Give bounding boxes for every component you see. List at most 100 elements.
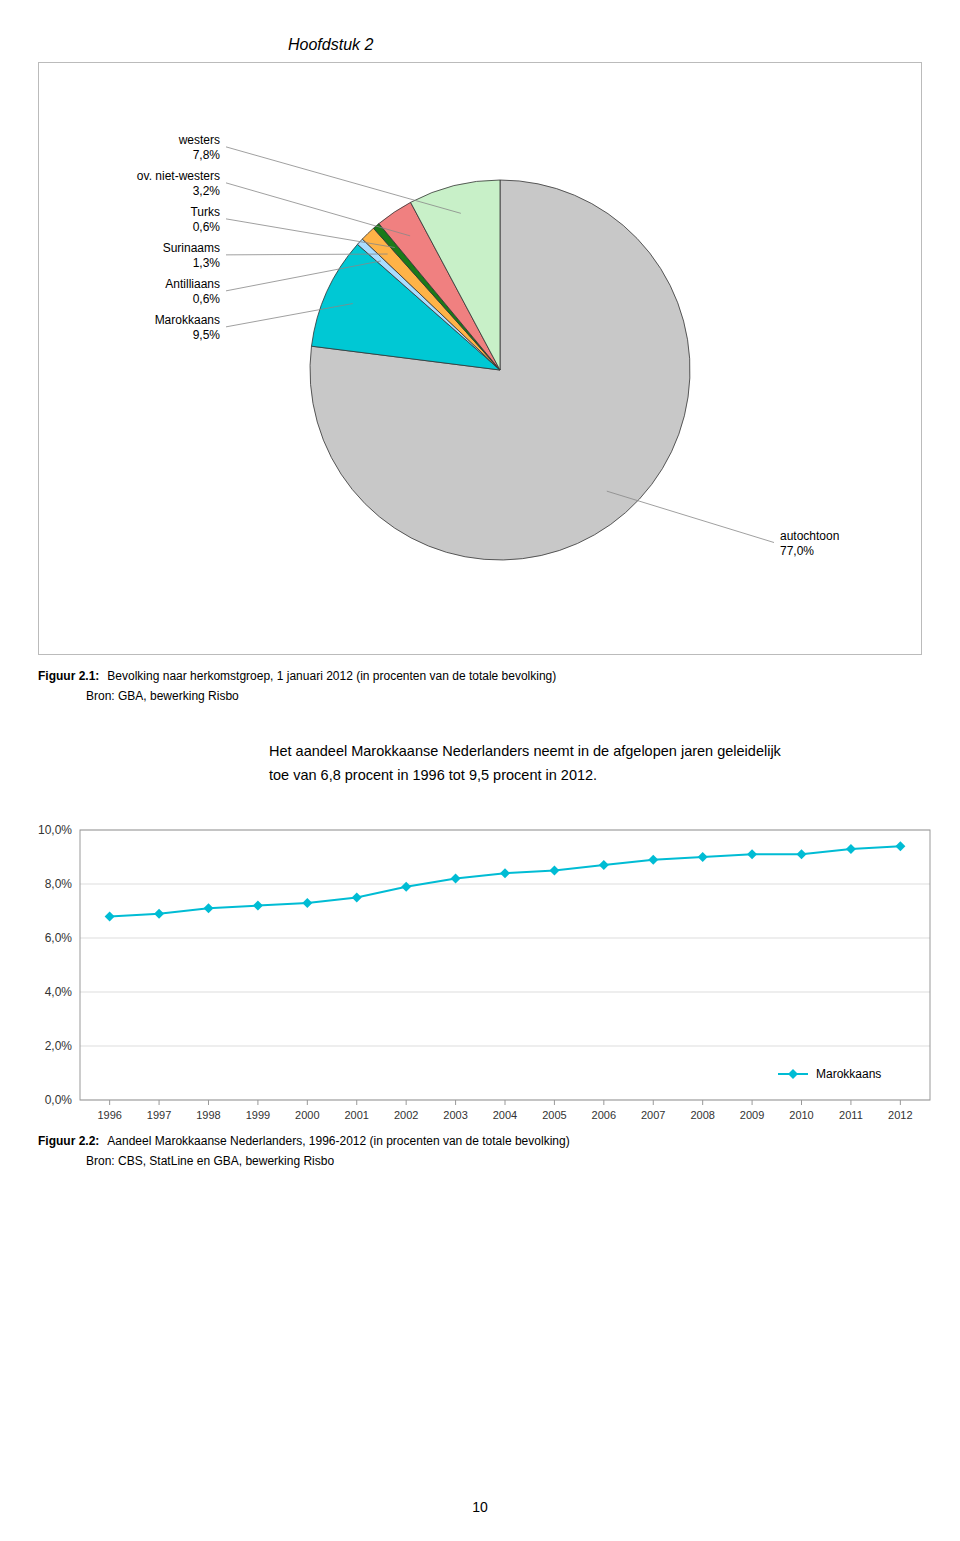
slice-label: Turks: [190, 205, 220, 219]
slice-label: westers: [178, 133, 220, 147]
point: [154, 909, 164, 919]
point: [747, 849, 757, 859]
pie-frame: [39, 63, 922, 655]
slice-value: 0,6%: [193, 220, 221, 234]
slice-label: Marokkaans: [155, 313, 220, 327]
x-tick-label: 1998: [196, 1109, 220, 1121]
line: [110, 846, 901, 916]
point: [500, 868, 510, 878]
x-tick: [801, 1100, 802, 1105]
x-tick-label: 2009: [740, 1109, 764, 1121]
x-tick-label: 1997: [147, 1109, 171, 1121]
x-tick-label: 2010: [789, 1109, 813, 1121]
paragraph-line: Het aandeel Marokkaanse Nederlanders nee…: [269, 743, 782, 759]
caption-subtitle: Bevolking naar herkomstgroep, 1 januari …: [107, 669, 556, 683]
point: [401, 882, 411, 892]
x-tick-label: 2012: [888, 1109, 912, 1121]
slice-label: ov. niet-westers: [137, 169, 220, 183]
pie-slice: [411, 180, 500, 370]
leader-line: [226, 304, 353, 327]
leader-line: [607, 491, 774, 542]
x-tick: [159, 1100, 160, 1105]
header: Hoofdstuk 2: [288, 36, 373, 53]
x-tick-label: 2008: [690, 1109, 714, 1121]
x-tick: [702, 1100, 703, 1105]
x-tick: [752, 1100, 753, 1105]
y-tick-label: 4,0%: [45, 985, 73, 999]
legend: Marokkaans: [778, 1067, 881, 1081]
slice-label: autochtoon: [780, 529, 839, 543]
source: Bron: GBA, bewerking Risbo: [86, 689, 239, 703]
x-tick-label: 2004: [493, 1109, 517, 1121]
x-tick: [455, 1100, 456, 1105]
grid-line: [80, 1046, 930, 1047]
slice-value: 9,5%: [193, 328, 221, 342]
leader-line: [226, 147, 461, 213]
x-tick: [257, 1100, 258, 1105]
point: [451, 874, 461, 884]
point: [203, 903, 213, 913]
point: [352, 893, 362, 903]
leader-line: [226, 219, 395, 248]
y-tick-label: 2,0%: [45, 1039, 73, 1053]
x-tick: [653, 1100, 654, 1105]
caption: Figuur 2.2: Aandeel Marokkaanse Nederland…: [38, 1134, 570, 1148]
slice-value: 0,6%: [193, 292, 221, 306]
point: [253, 901, 263, 911]
point: [895, 841, 905, 851]
x-tick: [505, 1100, 506, 1105]
point: [698, 852, 708, 862]
x-tick: [850, 1100, 851, 1105]
x-tick-label: 2000: [295, 1109, 319, 1121]
x-tick-label: 2005: [542, 1109, 566, 1121]
y-tick-label: 6,0%: [45, 931, 73, 945]
slice-label: Antilliaans: [165, 277, 220, 291]
x-tick-label: 2002: [394, 1109, 418, 1121]
point: [797, 849, 807, 859]
x-tick-label: 1999: [246, 1109, 270, 1121]
grid-line: [80, 884, 930, 885]
x-tick: [109, 1100, 110, 1105]
point: [549, 866, 559, 876]
point: [105, 911, 115, 921]
x-tick-label: 2007: [641, 1109, 665, 1121]
legend-marker: [788, 1069, 798, 1079]
caption: Figuur 2.1: Bevolking naar herkomstgroep,…: [38, 669, 556, 683]
point: [846, 844, 856, 854]
point: [648, 855, 658, 865]
point: [302, 898, 312, 908]
x-tick-label: 2001: [345, 1109, 369, 1121]
plot-frame: [80, 830, 930, 1100]
x-tick: [406, 1100, 407, 1105]
x-tick: [900, 1100, 901, 1105]
x-tick-label: 2006: [592, 1109, 616, 1121]
page: Hoofdstuk 2westers7,8%ov. niet-westers3,…: [0, 0, 960, 1541]
x-tick: [554, 1100, 555, 1105]
y-tick-label: 10,0%: [38, 823, 72, 837]
caption-title: Figuur 2.1:: [38, 669, 99, 683]
grid-line: [80, 938, 930, 939]
y-tick-label: 8,0%: [45, 877, 73, 891]
source: Bron: CBS, StatLine en GBA, bewerking Ri…: [86, 1154, 334, 1168]
page-number: 10: [472, 1499, 488, 1515]
paragraph-line: toe van 6,8 procent in 1996 tot 9,5 proc…: [269, 767, 597, 783]
caption-subtitle: Aandeel Marokkaanse Nederlanders, 1996-2…: [107, 1134, 569, 1148]
grid-line: [80, 992, 930, 993]
pie-chart: westers7,8%ov. niet-westers3,2%Turks0,6%…: [39, 63, 922, 655]
plot-data: [105, 841, 906, 921]
x-tick-label: 2011: [839, 1109, 863, 1121]
leader-line: [226, 261, 381, 291]
x-tick: [208, 1100, 209, 1105]
slice-label: Surinaams: [163, 241, 220, 255]
slice-value: 7,8%: [193, 148, 221, 162]
point: [599, 860, 609, 870]
x-tick: [356, 1100, 357, 1105]
caption-title: Figuur 2.2:: [38, 1134, 99, 1148]
pie-slice: [310, 180, 690, 560]
y-tick-label: 0,0%: [45, 1093, 73, 1107]
x-tick: [307, 1100, 308, 1105]
x-tick: [603, 1100, 604, 1105]
slice-value: 1,3%: [193, 256, 221, 270]
slice-value: 77,0%: [780, 544, 814, 558]
leader-line: [226, 254, 388, 256]
